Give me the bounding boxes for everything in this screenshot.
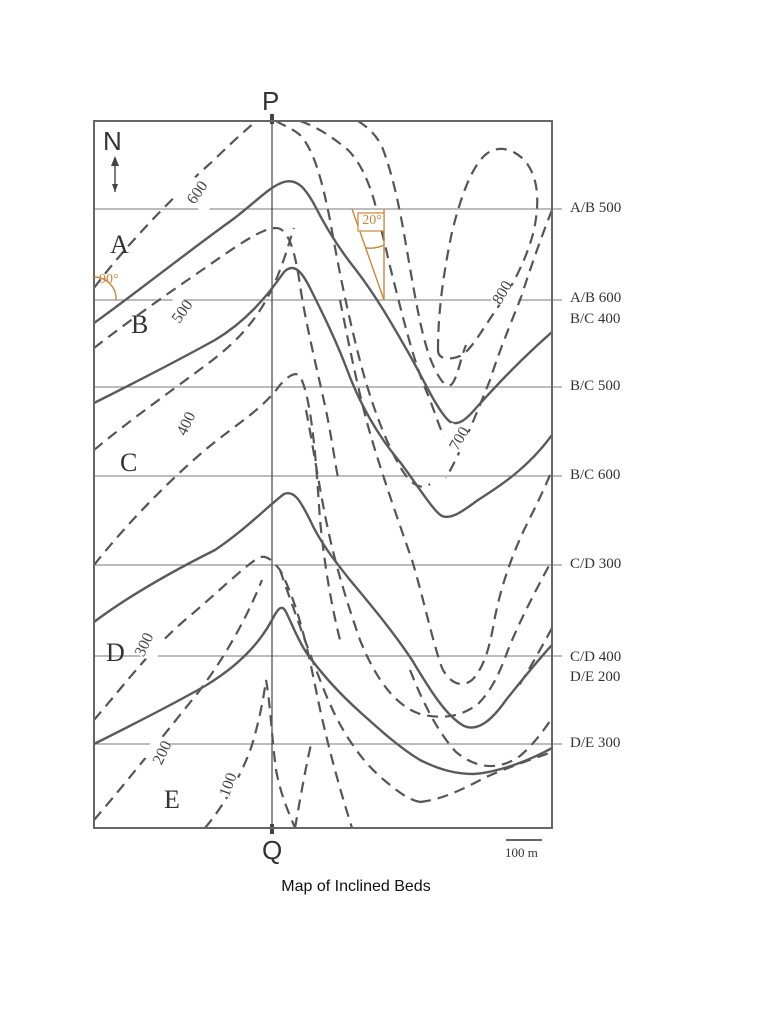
strike-label-ab600: A/B 600 — [570, 290, 622, 306]
contour-middle-1 — [304, 409, 552, 718]
contour-500 — [94, 226, 341, 483]
contour-100b — [293, 739, 314, 828]
bed-boundaries — [94, 180, 552, 776]
contour-300 — [94, 555, 354, 828]
boundary-de — [94, 606, 552, 776]
contour-ridge-outer — [299, 121, 447, 441]
strike-label-bc400: B/C 400 — [570, 311, 621, 327]
strike-label-cd300: C/D 300 — [570, 556, 622, 572]
bed-label-b: B — [131, 310, 149, 339]
contour-400 — [94, 227, 296, 451]
north-label: N — [103, 126, 122, 156]
bed-label-d: D — [106, 638, 125, 667]
dip-angle-label: 90° — [99, 272, 119, 287]
strike-label-de200: D/E 200 — [570, 669, 621, 685]
map-frame — [93, 120, 553, 829]
bed-label-a: A — [110, 230, 129, 259]
contour-100 — [204, 679, 297, 828]
section-tick-p — [270, 114, 274, 124]
strike-angle-label: 20° — [362, 213, 382, 228]
strike-label-bc500: B/C 500 — [570, 378, 621, 394]
strike-angle-annotation — [351, 208, 385, 301]
contour-ridge-inner — [275, 121, 431, 488]
bed-label-e: E — [164, 785, 180, 814]
contour-lower-1 — [278, 569, 421, 804]
boundary-ab — [94, 180, 552, 425]
contour-lower-3 — [419, 750, 552, 804]
strike-label-ab500: A/B 500 — [570, 200, 622, 216]
boundary-bc — [94, 266, 552, 519]
contour-middle-2 — [338, 299, 552, 686]
contour-lower-2 — [408, 669, 552, 768]
bed-label-c: C — [120, 448, 138, 477]
contour-600 — [94, 121, 258, 289]
section-label-p: P — [262, 86, 280, 116]
section-label-q: Q — [262, 835, 283, 865]
contour-700-upper — [357, 121, 468, 387]
scale-bar-label: 100 m — [505, 845, 538, 860]
contour-label-patches — [125, 173, 523, 802]
strike-label-bc600: B/C 600 — [570, 467, 621, 483]
strike-label-de300: D/E 300 — [570, 735, 621, 751]
north-arrow-icon — [111, 156, 119, 192]
map-caption: Map of Inclined Beds — [281, 878, 431, 895]
strike-lines — [94, 208, 562, 745]
contour-400b — [94, 373, 342, 641]
strike-label-cd400: C/D 400 — [570, 649, 622, 665]
boundary-cd — [94, 491, 552, 729]
contour-right-edge — [515, 627, 552, 691]
contour-800 — [436, 147, 539, 360]
dip-angle-annotation — [93, 276, 117, 301]
